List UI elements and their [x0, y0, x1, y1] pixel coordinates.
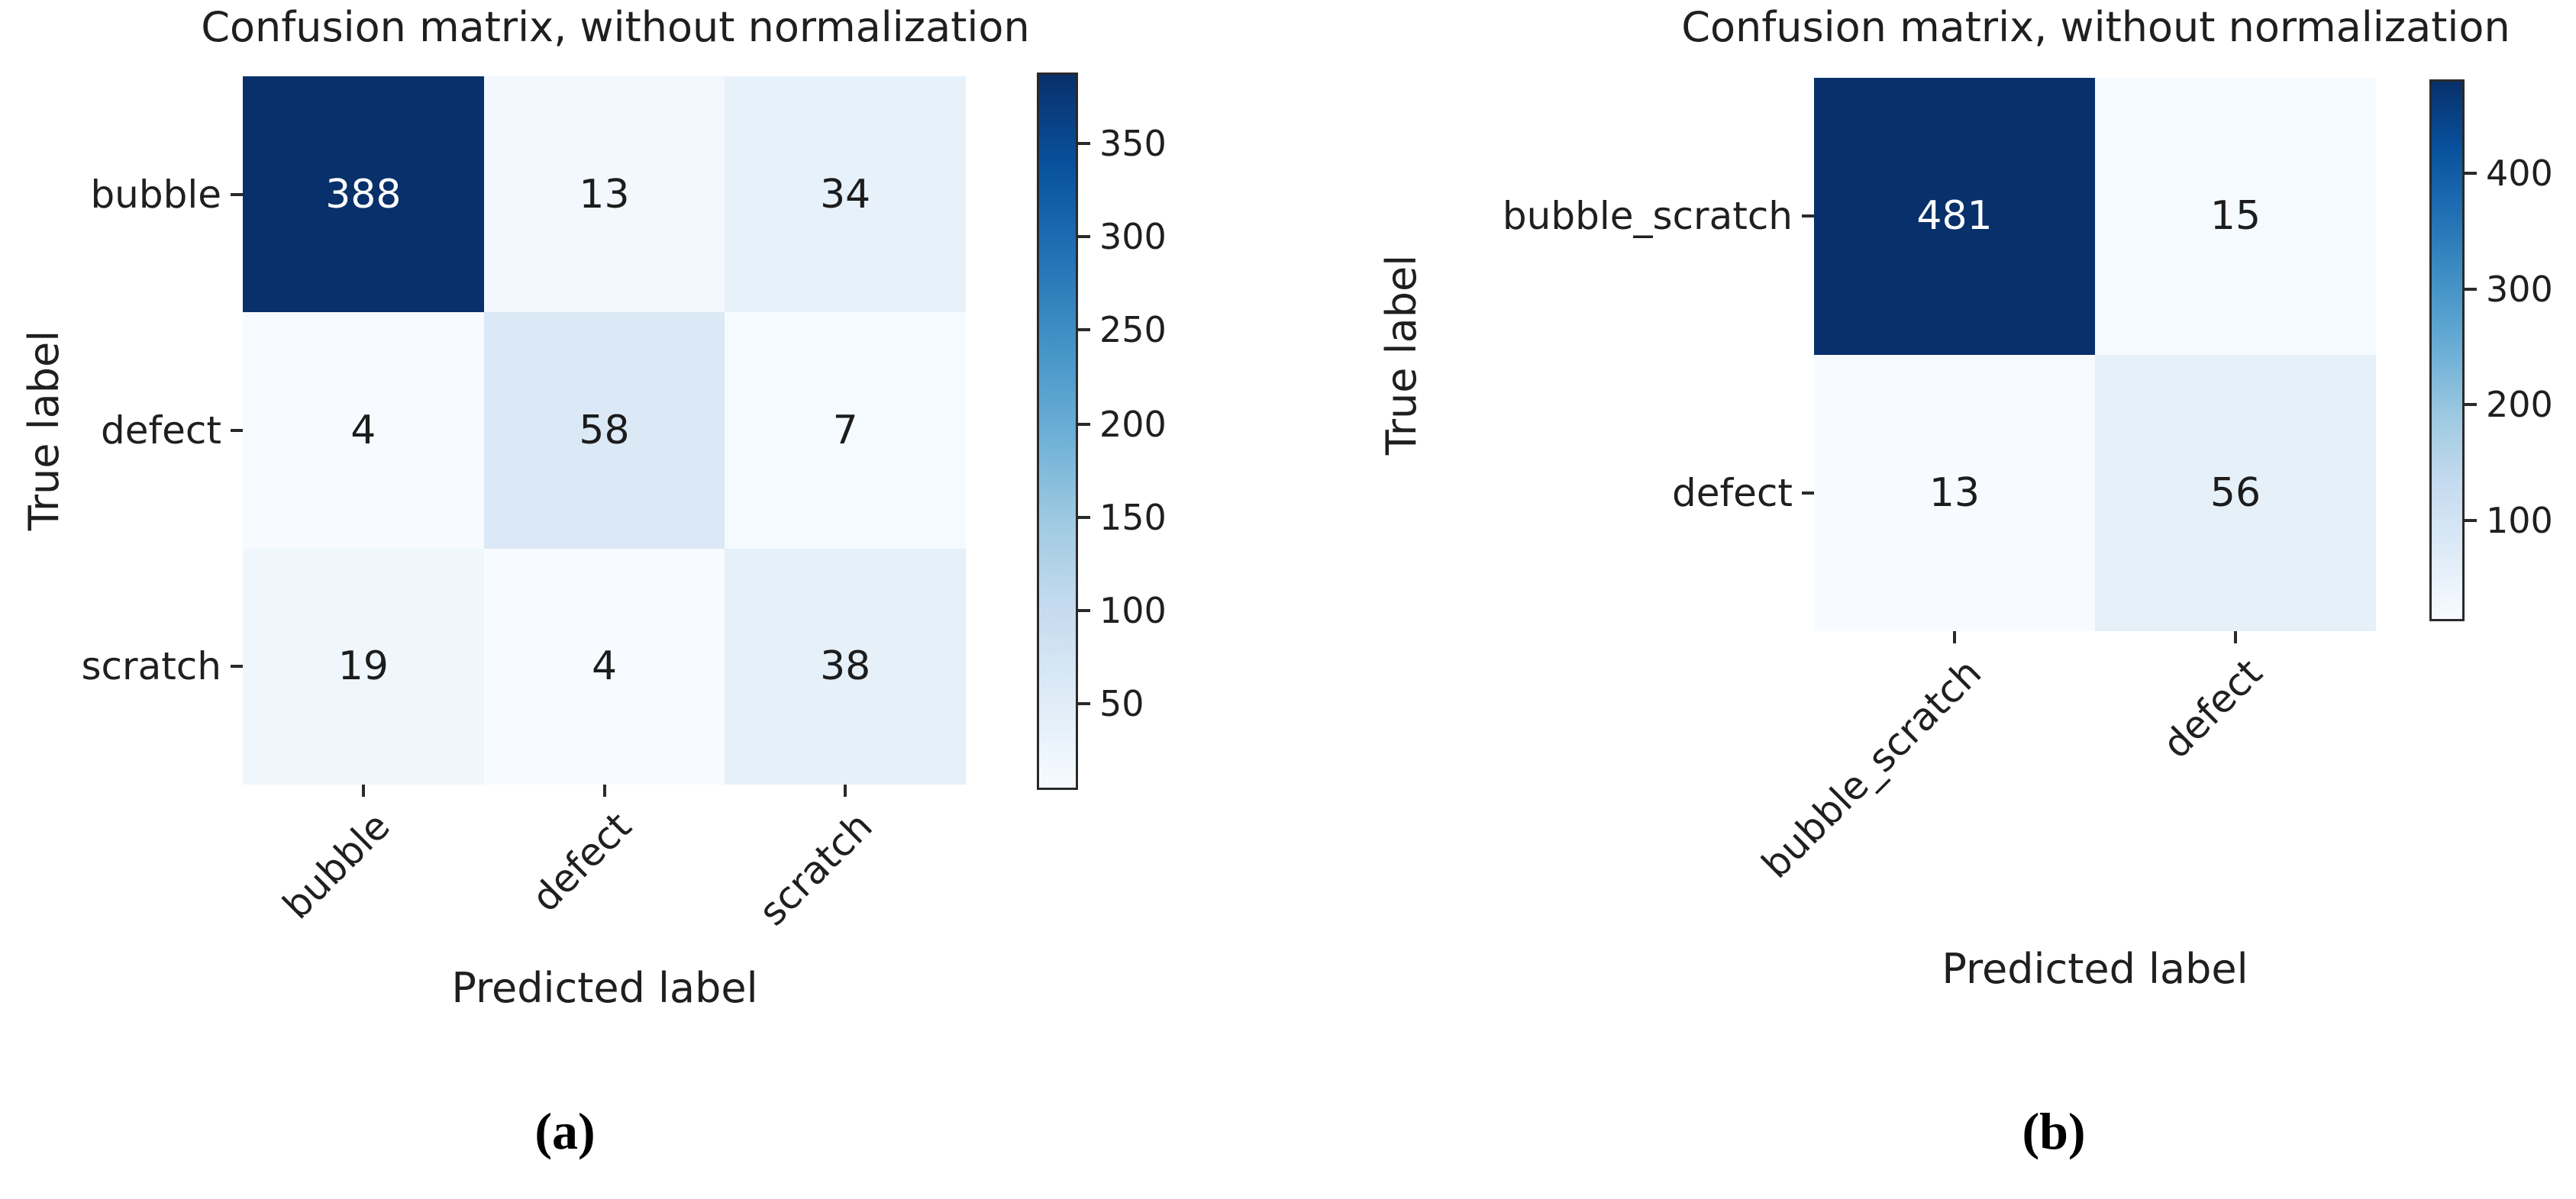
y-tick — [231, 429, 243, 432]
heatmap-cell: 4 — [483, 548, 725, 785]
colorbar-tick — [2465, 171, 2477, 175]
fig-b-heatmap: 481 15 13 56 — [1814, 78, 2376, 631]
colorbar-tick-label: 250 — [1099, 309, 1167, 351]
colorbar-tick — [2465, 518, 2477, 522]
fig-a-title: Confusion matrix, without normalization — [201, 3, 1030, 51]
colorbar-tick-label: 300 — [2486, 268, 2553, 310]
colorbar-tick-label: 100 — [2486, 499, 2553, 541]
y-tick-label: defect — [1672, 470, 1793, 515]
colorbar-tick-label: 50 — [1099, 683, 1144, 725]
heatmap-cell: 388 — [243, 76, 484, 313]
colorbar-tick — [1078, 609, 1090, 612]
fig-b-caption: (b) — [2022, 1102, 2086, 1160]
heatmap-cell: 15 — [2095, 78, 2376, 355]
fig-b-ylabel: True label — [1377, 254, 1425, 456]
colorbar-tick — [2465, 403, 2477, 406]
y-tick-label: defect — [101, 408, 221, 453]
y-tick — [1802, 214, 1814, 218]
heatmap-cell: 13 — [1814, 354, 2095, 631]
colorbar-tick — [1078, 702, 1090, 706]
heatmap-cell: 481 — [1814, 78, 2095, 355]
colorbar-tick — [1078, 328, 1090, 332]
fig-b-xlabel: Predicted label — [1942, 945, 2248, 993]
heatmap-cell: 7 — [725, 312, 966, 549]
colorbar-tick — [2465, 287, 2477, 291]
y-tick-label: bubble_scratch — [1502, 194, 1793, 239]
colorbar-tick — [1078, 235, 1090, 239]
fig-a-colorbar — [1037, 73, 1078, 790]
x-tick-label: defect — [522, 804, 640, 920]
heatmap-cell: 38 — [725, 548, 966, 785]
y-tick — [231, 665, 243, 669]
heatmap-cell: 34 — [725, 76, 966, 313]
x-tick — [2234, 631, 2237, 643]
colorbar-tick-label: 350 — [1099, 123, 1167, 165]
heatmap-cell: 13 — [483, 76, 725, 313]
y-tick-label: scratch — [81, 644, 221, 689]
x-tick-label: bubble_scratch — [1753, 650, 1990, 887]
colorbar-tick-label: 200 — [1099, 403, 1167, 445]
x-tick — [1953, 631, 1956, 643]
x-tick-label: scratch — [750, 804, 881, 934]
colorbar-tick-label: 300 — [1099, 216, 1167, 258]
fig-a-ylabel: True label — [20, 330, 68, 531]
colorbar-tick — [1078, 515, 1090, 519]
fig-a-caption: (a) — [534, 1102, 596, 1160]
fig-a-heatmap: 388 13 34 4 58 7 19 4 38 — [243, 76, 966, 785]
fig-b-colorbar — [2429, 79, 2465, 621]
y-tick — [1802, 491, 1814, 495]
x-tick — [844, 785, 847, 797]
colorbar-tick-label: 150 — [1099, 496, 1167, 538]
fig-b-title: Confusion matrix, without normalization — [1681, 3, 2510, 51]
heatmap-cell: 56 — [2095, 354, 2376, 631]
colorbar-tick — [1078, 422, 1090, 426]
heatmap-cell: 4 — [243, 312, 484, 549]
x-tick-label: bubble — [274, 804, 399, 928]
x-tick — [602, 785, 606, 797]
x-tick-label: defect — [2154, 650, 2271, 767]
heatmap-cell: 19 — [243, 548, 484, 785]
colorbar-tick-label: 200 — [2486, 384, 2553, 425]
colorbar-tick-label: 100 — [1099, 590, 1167, 631]
x-tick — [361, 785, 365, 797]
colorbar-tick — [1078, 142, 1090, 146]
fig-a-xlabel: Predicted label — [451, 964, 758, 1012]
y-tick — [231, 192, 243, 196]
y-tick-label: bubble — [90, 172, 221, 217]
heatmap-cell: 58 — [483, 312, 725, 549]
colorbar-tick-label: 400 — [2486, 152, 2553, 194]
